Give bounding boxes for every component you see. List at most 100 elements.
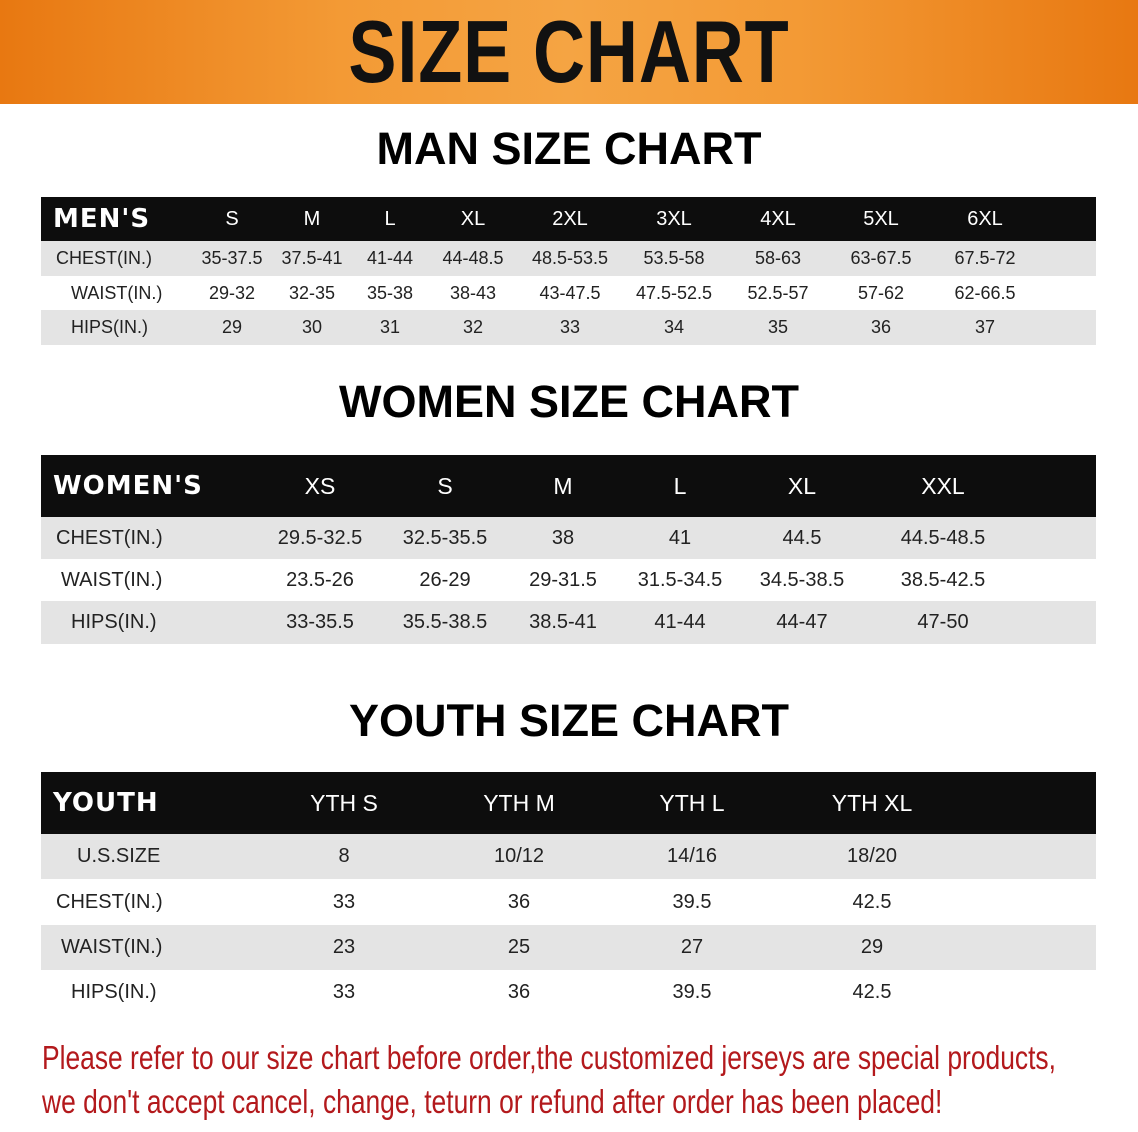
table-cell: 42.5 (852, 981, 892, 1003)
size-column-header: 5XL (863, 207, 899, 230)
table-row: HIPS(IN.) 29 30 31 32 33 34 35 36 37 (41, 310, 1096, 345)
size-column-header: L (384, 207, 396, 230)
measurement-label: WAIST(IN.) (71, 282, 163, 303)
table-cell: 30 (301, 317, 323, 337)
table-cell: 62-66.5 (954, 282, 1016, 303)
measurement-label: U.S.SIZE (77, 845, 161, 867)
table-cell: 43-47.5 (539, 282, 601, 303)
size-column-header: 2XL (552, 207, 588, 230)
table-row: CHEST(IN.) 35-37.5 37.5-41 41-44 44-48.5 48.5… (41, 241, 1096, 276)
table-cell: 31 (379, 317, 401, 337)
table-cell: 38.5-41 (529, 611, 597, 633)
measurement-label: CHEST(IN.) (56, 890, 163, 913)
table-cell: 29.5-32.5 (277, 526, 363, 549)
table-cell: 33 (559, 317, 581, 337)
table-cell: 41 (668, 526, 692, 549)
table-cell: 23.5-26 (286, 568, 354, 591)
size-column-header: YTH M (483, 789, 555, 816)
table-row: HIPS(IN.) 33-35.5 35.5-38.5 38.5-41 41-44 44-… (41, 601, 1096, 644)
table-cell: 32.5-35.5 (402, 526, 488, 549)
table-cell: 35 (767, 317, 789, 337)
size-column-header: S (437, 472, 453, 499)
size-column-header: XXL (921, 472, 965, 499)
women-header-label: WOMEN'S (53, 471, 203, 501)
youth-header-label: YOUTH (53, 788, 159, 818)
table-cell: 26-29 (419, 568, 471, 591)
table-cell: 35.5-38.5 (402, 611, 488, 633)
table-cell: 34.5-38.5 (759, 568, 845, 591)
table-cell: 14/16 (666, 845, 718, 867)
banner-title: SIZE CHART (348, 2, 790, 101)
table-cell: 25 (507, 936, 531, 958)
women-table-header: WOMEN'S XS S M L XL XXL (41, 455, 1096, 517)
youth-section-title: YOUTH SIZE CHART (348, 695, 789, 746)
table-cell: 44.5 (782, 526, 822, 549)
measurement-label: WAIST(IN.) (61, 936, 163, 958)
men-header-label: MEN'S (53, 204, 151, 234)
table-cell: 10/12 (493, 845, 545, 867)
table-cell: 32 (462, 317, 484, 337)
table-cell: 38 (551, 526, 575, 549)
table-cell: 29-32 (208, 282, 256, 303)
table-cell: 41-44 (366, 248, 414, 268)
table-row: HIPS(IN.) 33 36 39.5 42.5 (41, 970, 1096, 1015)
size-column-header: XS (304, 472, 336, 499)
size-column-header: M (303, 207, 321, 230)
table-cell: 67.5-72 (954, 248, 1016, 268)
table-row: WAIST(IN.) 23.5-26 26-29 29-31.5 31.5-34.5 34… (41, 559, 1096, 601)
order-notice-line-2: we don't accept cancel, change, teturn o… (42, 1083, 943, 1120)
men-table-header: MEN'S S M L XL 2XL 3XL 4XL 5XL 6XL (41, 197, 1096, 241)
table-cell: 63-67.5 (850, 248, 912, 268)
table-cell: 38-43 (449, 282, 497, 303)
table-cell: 42.5 (852, 890, 892, 913)
table-cell: 57-62 (857, 282, 905, 303)
table-cell: 53.5-58 (643, 248, 705, 268)
measurement-label: HIPS(IN.) (71, 611, 157, 633)
table-cell: 38.5-42.5 (900, 568, 986, 591)
table-cell: 23 (332, 936, 356, 958)
size-column-header: L (673, 472, 687, 499)
youth-table-header: YOUTH YTH S YTH M YTH L YTH XL (41, 772, 1096, 834)
table-cell: 47.5-52.5 (635, 282, 713, 303)
table-cell: 41-44 (654, 611, 706, 633)
table-cell: 18/20 (846, 845, 898, 867)
table-cell: 34 (663, 317, 685, 337)
size-column-header: YTH S (310, 789, 378, 816)
size-column-header: YTH XL (831, 789, 913, 816)
table-cell: 36 (870, 317, 892, 337)
table-cell: 29-31.5 (529, 568, 597, 591)
table-cell: 44.5-48.5 (900, 526, 986, 549)
size-column-header: 4XL (760, 207, 796, 230)
table-cell: 39.5 (672, 981, 712, 1003)
measurement-label: WAIST(IN.) (61, 568, 163, 591)
table-cell: 37.5-41 (281, 248, 343, 268)
size-column-header: YTH L (659, 789, 725, 816)
order-notice-line-1: Please refer to our size chart before or… (42, 1039, 1056, 1076)
women-section-title: WOMEN SIZE CHART (339, 376, 799, 427)
table-cell: 36 (507, 981, 531, 1003)
size-column-header: 6XL (967, 207, 1003, 230)
table-cell: 29 (860, 936, 884, 958)
measurement-label: HIPS(IN.) (71, 317, 149, 337)
table-cell: 29 (221, 317, 243, 337)
table-cell: 35-38 (366, 282, 414, 303)
size-column-header: M (553, 472, 573, 499)
banner: SIZE CHART (0, 0, 1138, 104)
table-cell: 8 (338, 845, 350, 867)
table-cell: 48.5-53.5 (531, 248, 609, 268)
table-cell: 27 (680, 936, 704, 958)
table-row: WAIST(IN.) 29-32 32-35 35-38 38-43 43-47.5 47.… (41, 276, 1096, 310)
size-column-header: XL (787, 472, 817, 499)
table-cell: 47-50 (917, 611, 969, 633)
measurement-label: HIPS(IN.) (71, 981, 157, 1003)
table-cell: 33-35.5 (286, 611, 354, 633)
table-cell: 35-37.5 (201, 248, 263, 268)
table-cell: 39.5 (672, 890, 712, 913)
table-cell: 58-63 (754, 248, 802, 268)
measurement-label: CHEST(IN.) (56, 526, 163, 549)
men-section-title: MAN SIZE CHART (376, 123, 762, 174)
size-column-header: S (225, 207, 239, 230)
table-row: CHEST(IN.) 33 36 39.5 42.5 (41, 879, 1096, 925)
size-column-header: 3XL (656, 207, 692, 230)
table-cell: 44-47 (776, 611, 828, 633)
